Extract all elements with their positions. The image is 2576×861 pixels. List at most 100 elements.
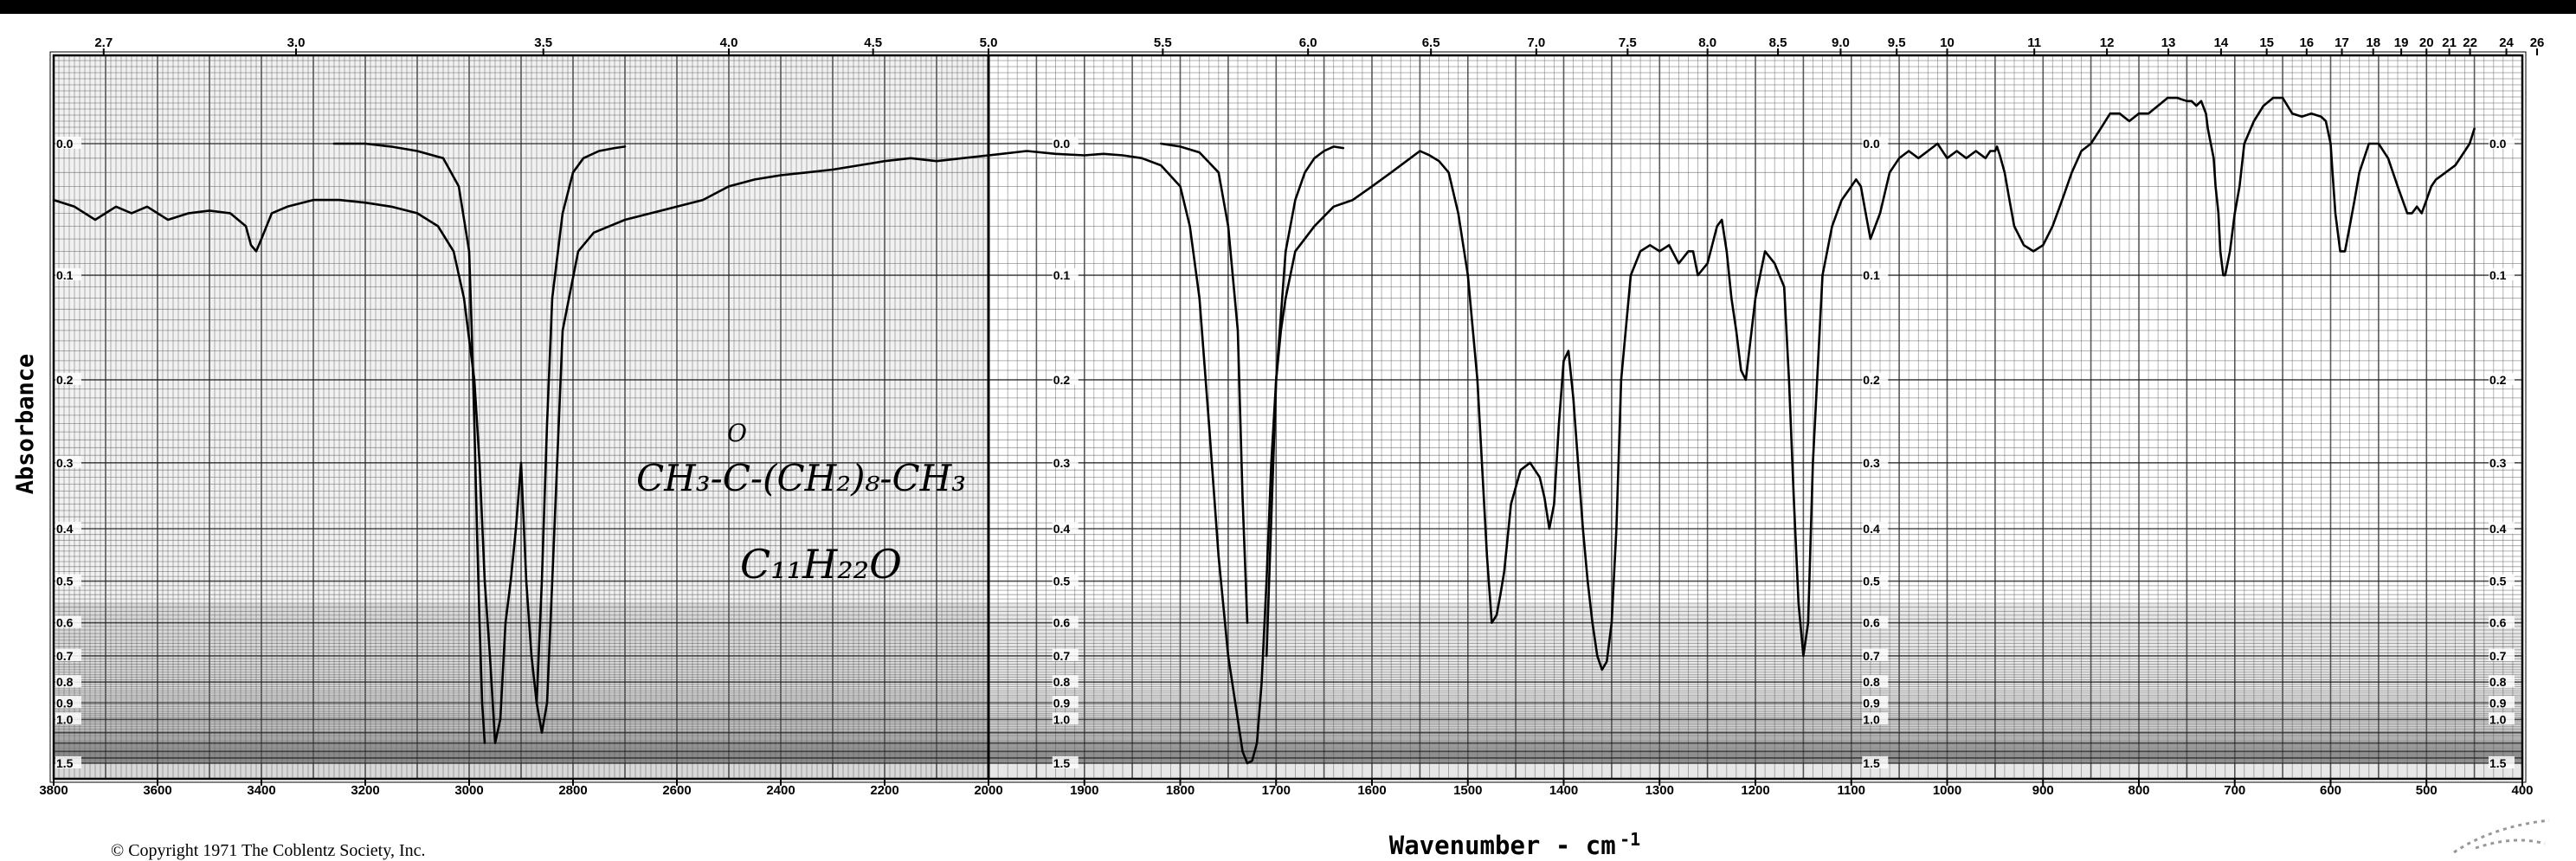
y-tick-label-bg — [2489, 648, 2515, 661]
spectrum-line-2 — [332, 142, 486, 744]
top-tick-label: 5.0 — [980, 35, 998, 50]
y-tick-label: 0.3 — [1863, 456, 1880, 470]
top-tick-label: 9.0 — [1832, 35, 1850, 50]
y-tick-label-bg — [1052, 522, 1079, 535]
y-tick-label-bg — [1052, 712, 1079, 725]
y-tick-label: 0.0 — [2489, 137, 2507, 151]
top-tick-label: 3.0 — [287, 35, 306, 50]
pencil-smudge — [2453, 819, 2550, 854]
top-tick-label: 8.5 — [1769, 35, 1787, 50]
x-tick-label: 2600 — [662, 783, 691, 798]
top-tick-label: 8.0 — [1698, 35, 1716, 50]
spectrum-line-5 — [1265, 145, 1345, 658]
top-tick-label: 26 — [2530, 35, 2545, 50]
y-tick-label: 0.1 — [1053, 268, 1071, 282]
top-tick-label: 22 — [2463, 35, 2477, 50]
top-tick-label: 11 — [2027, 35, 2041, 50]
y-tick-label-bg — [2489, 712, 2515, 725]
y-tick-label-bg — [55, 648, 81, 661]
y-tick-label: 0.5 — [56, 575, 74, 588]
y-tick-label: 0.3 — [56, 456, 74, 470]
y-tick-label: 0.2 — [2489, 373, 2507, 387]
x-tick-label: 800 — [2128, 783, 2149, 798]
y-tick-label-bg — [1052, 675, 1079, 688]
x-axis-label-main: Wavenumber - cm — [1389, 831, 1616, 858]
x-tick-label: 2400 — [766, 783, 795, 798]
x-tick-label: 1300 — [1645, 783, 1674, 798]
y-tick-label: 0.1 — [56, 268, 74, 282]
y-tick-label-bg — [1862, 522, 1889, 535]
y-tick-label-bg — [2489, 455, 2515, 468]
top-tick-label: 18 — [2366, 35, 2380, 50]
y-tick-label-bg — [1862, 712, 1889, 725]
y-tick-label-bg — [1052, 574, 1079, 587]
y-tick-label-bg — [55, 372, 81, 385]
annotation-oxygen: O — [727, 419, 747, 447]
y-tick-label: 0.7 — [56, 649, 74, 663]
x-tick-label: 3200 — [351, 783, 379, 798]
y-tick-label: 0.4 — [56, 522, 74, 536]
y-tick-label: 1.5 — [1053, 756, 1071, 770]
annotation-formula: C₁₁H₂₂O — [740, 541, 902, 588]
y-tick-label: 0.8 — [1053, 675, 1071, 689]
x-tick-label: 900 — [2032, 783, 2054, 798]
y-tick-label-bg — [55, 137, 81, 149]
y-tick-label-bg — [2489, 756, 2515, 768]
top-tick-label: 10 — [1940, 35, 1955, 50]
x-tick-label: 1000 — [1933, 783, 1961, 798]
y-tick-label-bg — [1052, 455, 1079, 468]
y-tick-label-bg — [1052, 372, 1079, 385]
y-tick-label: 0.3 — [1053, 456, 1071, 470]
y-tick-label: 0.8 — [56, 675, 74, 689]
top-tick-label: 14 — [2214, 35, 2229, 50]
chart-ticks: 3800 3600 3400 3200 3000 2800 2600 2400 2200 2000… — [39, 35, 2544, 798]
y-tick-label: 1.5 — [56, 756, 74, 770]
y-tick-label: 0.1 — [2489, 268, 2507, 282]
y-tick-label-bg — [1862, 648, 1889, 661]
top-tick-label: 19 — [2394, 35, 2409, 50]
y-tick-label-bg — [55, 675, 81, 688]
x-tick-label: 3800 — [39, 783, 68, 798]
y-tick-label: 0.7 — [2489, 649, 2507, 663]
y-tick-label-bg — [55, 696, 81, 709]
annotation-structure: CH₃-C-(CH₂)₈-CH₃ — [636, 457, 966, 499]
y-tick-label: 1.0 — [56, 712, 74, 726]
y-tick-label: 0.2 — [1863, 373, 1880, 387]
x-tick-label: 1800 — [1166, 783, 1195, 798]
top-tick-label: 9.5 — [1888, 35, 1906, 50]
y-tick-label: 1.0 — [1863, 712, 1880, 726]
top-tick-label: 3.5 — [534, 35, 552, 50]
x-tick-label: 1700 — [1262, 783, 1291, 798]
chart-grid — [53, 55, 2523, 779]
y-tick-label-bg — [1862, 696, 1889, 709]
y-tick-label: 1.0 — [1053, 712, 1071, 726]
top-tick-label: 5.5 — [1154, 35, 1172, 50]
y-tick-label-bg — [2489, 137, 2515, 149]
x-tick-label: 2200 — [870, 783, 898, 798]
y-tick-label-bg — [2489, 522, 2515, 535]
y-tick-label-bg — [55, 615, 81, 628]
x-tick-label: 1400 — [1549, 783, 1578, 798]
y-tick-label: 0.0 — [56, 137, 74, 151]
y-tick-label-bg — [2489, 675, 2515, 688]
y-tick-label: 0.9 — [2489, 696, 2507, 710]
top-tick-label: 15 — [2259, 35, 2274, 50]
top-tick-label: 6.0 — [1299, 35, 1317, 50]
top-tick-label: 17 — [2334, 35, 2349, 50]
x-axis-label: Wavenumber - cm -1 — [1389, 829, 1640, 858]
y-tick-label-bg — [55, 522, 81, 535]
y-tick-label: 0.4 — [1863, 522, 1880, 536]
y-tick-label: 0.8 — [1863, 675, 1880, 689]
top-tick-label: 4.5 — [864, 35, 882, 50]
y-tick-label: 0.7 — [1863, 649, 1880, 663]
top-bar — [0, 0, 2576, 14]
spectrum-line-3 — [535, 145, 627, 704]
y-tick-label-bg — [55, 574, 81, 587]
top-tick-label: 6.5 — [1422, 35, 1440, 50]
y-tick-label-bg — [55, 756, 81, 768]
y-tick-label: 0.3 — [2489, 456, 2507, 470]
grid-minor-horizontal — [54, 60, 2522, 763]
y-tick-label: 0.2 — [1053, 373, 1071, 387]
y-tick-label-bg — [1862, 372, 1889, 385]
y-tick-label: 0.4 — [2489, 522, 2507, 536]
